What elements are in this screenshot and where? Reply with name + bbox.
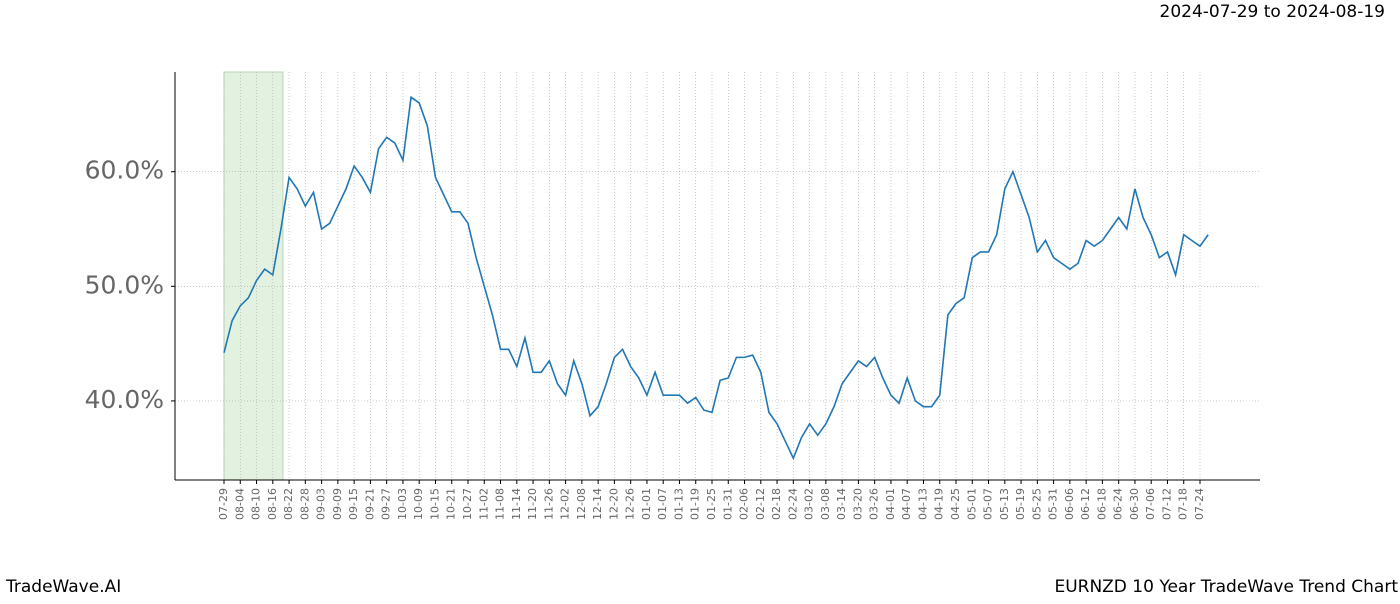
x-tick-label: 11-08 (494, 488, 507, 520)
x-tick-label: 05-07 (982, 488, 995, 520)
x-tick-label: 11-26 (542, 488, 555, 520)
x-tick-label: 11-02 (477, 488, 490, 520)
x-tick-label: 08-22 (282, 488, 295, 520)
x-tick-label: 06-30 (1128, 488, 1141, 520)
x-tick-label: 03-20 (851, 488, 864, 520)
x-tick-label: 04-13 (916, 488, 929, 520)
x-tick-label: 10-21 (445, 488, 458, 520)
x-tick-label: 10-27 (461, 488, 474, 520)
x-tick-label: 09-09 (331, 488, 344, 520)
x-tick-label: 01-25 (705, 488, 718, 520)
x-tick-label: 06-24 (1112, 488, 1125, 520)
x-tick-label: 10-03 (396, 488, 409, 520)
x-tick-label: 02-18 (770, 488, 783, 520)
highlight-band (223, 71, 284, 481)
x-tick-label: 12-26 (624, 488, 637, 520)
x-tick-label: 09-21 (363, 488, 376, 520)
x-tick-label: 05-31 (1047, 488, 1060, 520)
x-tick-label: 11-20 (526, 488, 539, 520)
x-tick-label: 06-12 (1079, 488, 1092, 520)
date-range: 2024-07-29 to 2024-08-19 (1160, 2, 1385, 22)
x-tick-label: 08-16 (266, 488, 279, 520)
x-tick-label: 07-18 (1177, 488, 1190, 520)
x-tick-label: 07-29 (217, 488, 230, 520)
x-tick-label: 06-06 (1063, 488, 1076, 520)
y-tick-label: 50.0% (85, 270, 164, 299)
x-tick-label: 10-09 (412, 488, 425, 520)
x-tick-label: 08-04 (233, 488, 246, 520)
x-tick-label: 12-08 (575, 488, 588, 520)
trend-line (223, 95, 1209, 461)
x-tick-label: 07-06 (1144, 488, 1157, 520)
x-tick-label: 03-02 (803, 488, 816, 520)
x-tick-label: 03-08 (819, 488, 832, 520)
brand: TradeWave.AI (5, 577, 121, 597)
x-tick-label: 04-25 (949, 488, 962, 520)
x-tick-label: 08-10 (250, 488, 263, 520)
x-tick-label: 01-07 (656, 488, 669, 520)
y-tick-label: 60.0% (85, 156, 164, 185)
x-tick-label: 01-19 (689, 488, 702, 520)
x-tick-label: 01-13 (672, 488, 685, 520)
x-tick-label: 04-01 (884, 488, 897, 520)
y-tick-label: 40.0% (85, 385, 164, 414)
x-tick-label: 07-24 (1193, 488, 1206, 520)
x-tick-label: 07-12 (1160, 488, 1173, 520)
x-tick-label: 06-18 (1095, 488, 1108, 520)
chart-title: EURNZD 10 Year TradeWave Trend Chart (1054, 577, 1398, 597)
x-tick-label: 04-07 (900, 488, 913, 520)
x-tick-label: 12-20 (607, 488, 620, 520)
x-tick-label: 05-25 (1030, 488, 1043, 520)
x-tick-label: 03-14 (835, 488, 848, 520)
x-tick-label: 01-31 (721, 488, 734, 520)
x-tick-label: 05-19 (1014, 488, 1027, 520)
x-tick-label: 09-15 (347, 488, 360, 520)
x-tick-label: 03-26 (868, 488, 881, 520)
x-tick-label: 02-24 (786, 488, 799, 520)
x-tick-label: 10-15 (428, 488, 441, 520)
x-tick-label: 12-14 (591, 488, 604, 520)
x-tick-label: 05-13 (998, 488, 1011, 520)
x-tick-label: 11-14 (510, 488, 523, 520)
x-tick-label: 09-27 (380, 488, 393, 520)
x-tick-label: 12-02 (559, 488, 572, 520)
x-tick-label: 09-03 (315, 488, 328, 520)
x-tick-label: 04-19 (933, 488, 946, 520)
x-tick-label: 01-01 (640, 488, 653, 520)
x-tick-label: 02-06 (738, 488, 751, 520)
x-tick-label: 08-28 (298, 488, 311, 520)
x-tick-label: 05-01 (965, 488, 978, 520)
x-tick-label: 02-12 (754, 488, 767, 520)
